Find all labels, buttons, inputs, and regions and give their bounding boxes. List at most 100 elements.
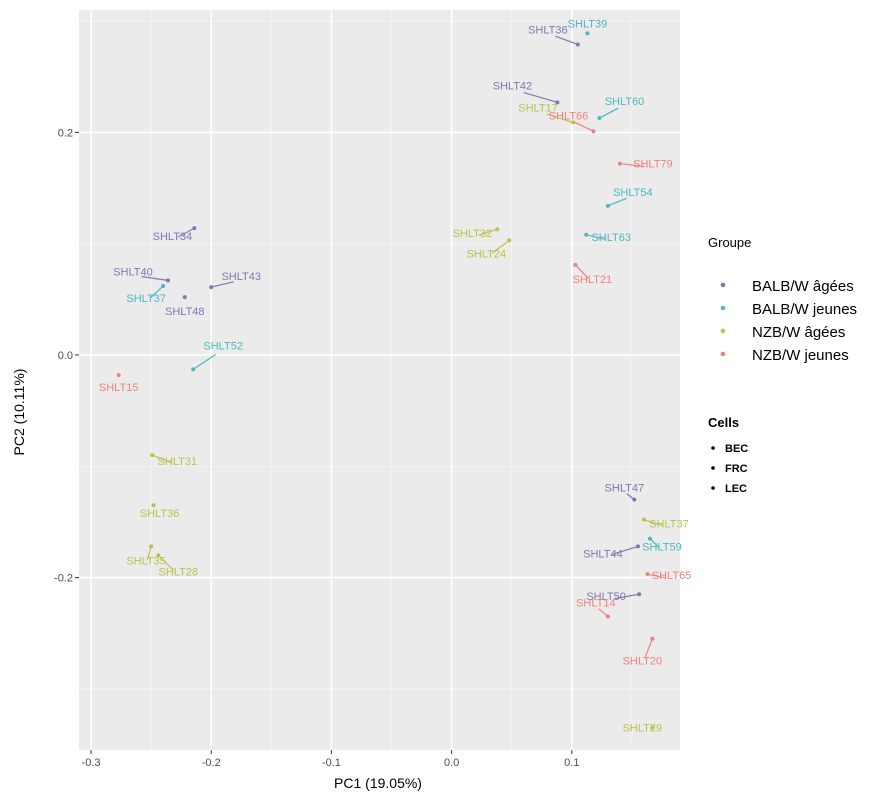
leader-line: [192, 353, 217, 370]
point-label: SHLT79: [633, 159, 673, 171]
data-point: [650, 725, 655, 730]
label-leader-lines: [141, 35, 666, 659]
legend-key-dot: [711, 466, 715, 470]
data-point: [605, 203, 610, 208]
legend-groupe-title: Groupe: [708, 235, 751, 250]
point-label: SHLT24: [467, 248, 507, 260]
x-tick-label: 0.1: [564, 757, 579, 769]
data-point: [150, 453, 155, 458]
point-label: SHLT31: [158, 456, 198, 468]
data-point: [116, 372, 121, 377]
data-point: [605, 614, 610, 619]
data-point: [573, 262, 578, 267]
point-label: SHLT37: [126, 293, 166, 305]
point-label: SHLT50: [586, 591, 626, 603]
data-point: [632, 497, 637, 502]
data-point-labels: SHLT39SHLT36SHLT42SHLT60SHLT17SHLT66SHLT…: [99, 18, 691, 734]
data-point: [209, 285, 214, 290]
data-point: [635, 544, 640, 549]
data-point: [647, 536, 652, 541]
x-axis-ticks: -0.3 -0.2 -0.1 0.0 0.1: [82, 750, 579, 769]
data-point: [584, 232, 589, 237]
leader-line: [611, 545, 639, 556]
leader-line: [157, 554, 174, 571]
data-point: [591, 129, 596, 134]
y-axis-ticks: -0.2 0.0 0.2: [54, 127, 79, 585]
point-label: SHLT29: [623, 723, 663, 735]
point-label: SHLT21: [573, 274, 613, 286]
point-label: SHLT34: [153, 231, 193, 243]
point-label: SHLT14: [576, 597, 616, 609]
leader-line: [523, 92, 558, 103]
data-point: [645, 572, 650, 577]
data-point: [597, 115, 602, 120]
point-label: SHLT40: [113, 266, 153, 278]
point-label: SHLT54: [613, 187, 653, 199]
legend-item-label: NZB/W jeunes: [752, 347, 849, 364]
legend-item-label: BALB/W âgées: [752, 278, 854, 295]
point-label: SHLT63: [591, 232, 631, 244]
point-label: SHLT28: [159, 566, 199, 578]
data-point: [151, 503, 156, 508]
legend-cells: Cells BEC FRC LEC: [708, 415, 748, 495]
legend-key-dot: [720, 305, 726, 311]
legend-groupe: Groupe BALB/W âgées BALB/W jeunes NZB/W âg…: [708, 235, 857, 364]
leader-line: [574, 121, 594, 132]
point-label: SHLT59: [642, 542, 682, 554]
point-label: SHLT47: [605, 483, 645, 495]
y-tick-label: 0.0: [58, 350, 73, 362]
point-label: SHLT65: [652, 570, 692, 582]
y-axis-title: PC2 (10.11%): [11, 369, 27, 456]
data-point: [507, 238, 512, 243]
data-point: [495, 227, 500, 232]
data-point: [161, 283, 166, 288]
data-point: [575, 42, 580, 47]
leader-line: [141, 276, 169, 281]
plot-panel: [79, 10, 680, 750]
leader-line: [643, 519, 663, 527]
leader-line: [211, 281, 234, 288]
x-tick-label: -0.1: [322, 757, 341, 769]
legend-item-label: FRC: [725, 463, 748, 475]
legend-cells-title: Cells: [708, 415, 739, 430]
leader-line: [647, 573, 666, 579]
data-point: [192, 226, 197, 231]
leader-line: [586, 234, 606, 240]
x-tick-label: -0.3: [82, 757, 101, 769]
legend-key-dot: [720, 351, 726, 357]
leader-line: [649, 538, 660, 548]
data-point: [617, 161, 622, 166]
point-label: SHLT43: [221, 271, 261, 283]
legend-item-label: NZB/W âgées: [752, 324, 845, 341]
point-label: SHLT66: [549, 110, 589, 122]
leader-line: [644, 638, 653, 659]
legend-item-label: BALB/W jeunes: [752, 301, 857, 318]
leader-line: [478, 228, 498, 236]
leader-line: [177, 227, 195, 238]
leader-line: [149, 285, 164, 299]
leader-line: [152, 454, 172, 464]
point-label: SHLT37: [649, 519, 689, 531]
point-label: SHLT42: [493, 80, 533, 92]
point-label: SHLT35: [126, 555, 166, 567]
leader-line: [619, 162, 645, 168]
point-label: SHLT17: [518, 102, 558, 114]
leader-line: [614, 593, 640, 600]
y-tick-label: -0.2: [54, 573, 73, 585]
point-label: SHLT39: [568, 18, 608, 30]
point-label: SHLT36: [528, 24, 568, 36]
leader-line: [491, 239, 510, 254]
leader-line: [599, 107, 619, 119]
y-tick-label: 0.2: [58, 127, 73, 139]
point-label: SHLT48: [165, 306, 205, 318]
data-point: [191, 367, 196, 372]
grid-minor: [79, 10, 680, 750]
point-label: SHLT52: [203, 340, 243, 352]
legend-item-label: LEC: [725, 483, 747, 495]
point-label: SHLT32: [453, 228, 493, 240]
leader-line: [146, 546, 152, 561]
x-axis-title: PC1 (19.05%): [334, 775, 422, 791]
data-points: [116, 31, 655, 730]
data-point: [165, 278, 170, 283]
